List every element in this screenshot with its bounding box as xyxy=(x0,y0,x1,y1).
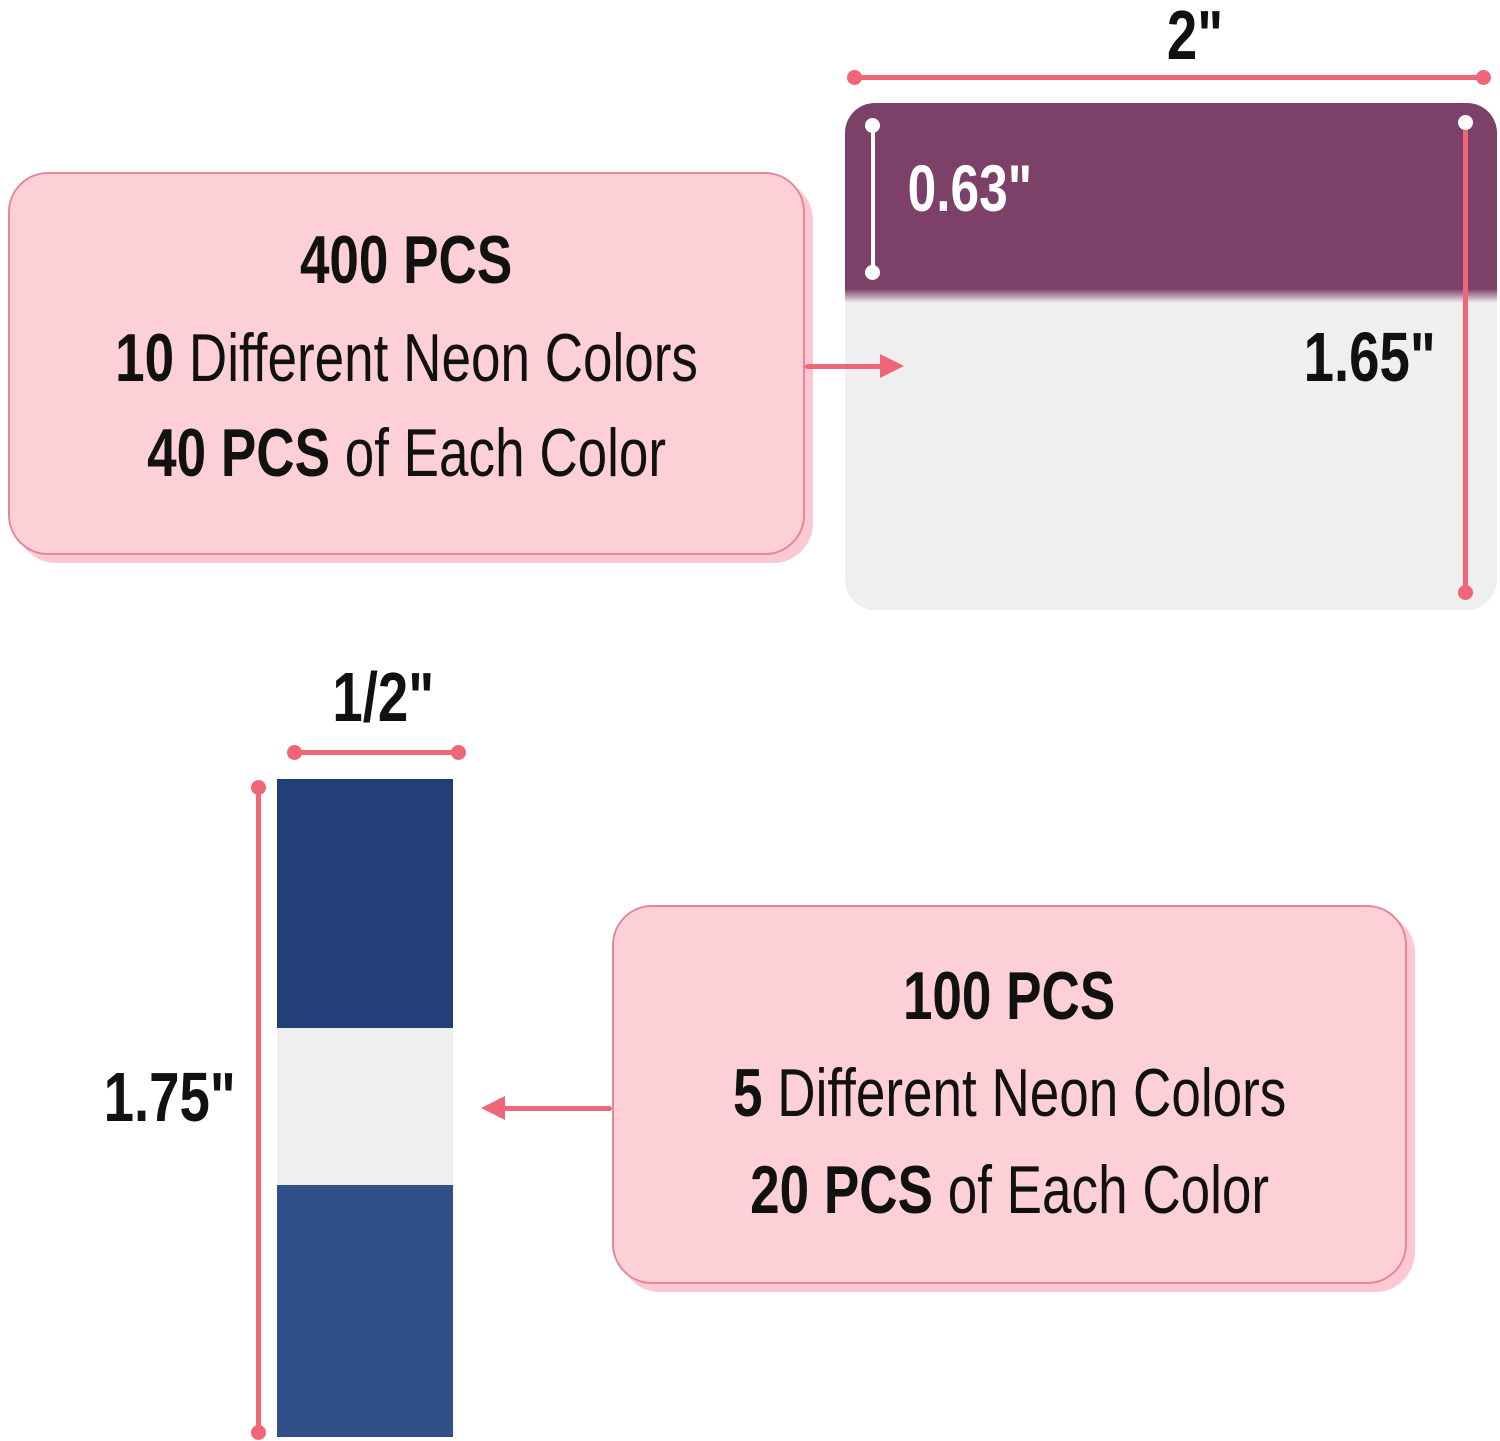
large-height-label: 1.65" xyxy=(1280,322,1460,392)
dimension-dot xyxy=(251,780,266,795)
info-line-colors: 5 Different Neon Colors xyxy=(614,1059,1405,1127)
small-width-text: 1/2" xyxy=(332,658,434,736)
arrow-right xyxy=(805,364,885,369)
info-line-total: 400 PCS xyxy=(10,226,803,294)
dimension-dot xyxy=(847,70,862,85)
small-height-label: 1.75" xyxy=(80,1062,260,1132)
small-tab-top-band xyxy=(277,779,453,1028)
dimension-dot xyxy=(865,118,880,133)
color-text: Different Neon Colors xyxy=(762,1055,1287,1131)
large-tab-image xyxy=(845,103,1497,610)
arrow-left-icon xyxy=(481,1096,505,1120)
color-count: 10 xyxy=(115,320,175,396)
total-count: 100 PCS xyxy=(903,958,1116,1034)
large-tab-color-band xyxy=(845,103,1497,293)
info-line-colors: 10 Different Neon Colors xyxy=(10,324,803,392)
small-tab-bottom-band xyxy=(277,1185,453,1437)
tab-height-text: 0.63" xyxy=(907,151,1033,225)
arrow-right-icon xyxy=(880,354,904,378)
tab-height-label: 0.63" xyxy=(880,155,1060,221)
dimension-dot xyxy=(451,745,466,760)
dimension-dot xyxy=(251,1425,266,1440)
small-height-line xyxy=(256,787,261,1432)
large-width-line xyxy=(855,75,1483,80)
large-tab-info-box: 400 PCS 10 Different Neon Colors 40 PCS … xyxy=(8,172,805,555)
info-line-per-color: 40 PCS of Each Color xyxy=(10,419,803,487)
small-height-text: 1.75" xyxy=(103,1058,237,1136)
dimension-dot xyxy=(1476,70,1491,85)
per-color-count: 20 PCS xyxy=(750,1152,933,1228)
dimension-dot xyxy=(287,745,302,760)
tab-height-line xyxy=(871,125,875,272)
arrow-left xyxy=(500,1106,612,1111)
large-width-text: 2" xyxy=(1166,0,1224,74)
large-width-label: 2" xyxy=(1095,0,1295,70)
small-width-label: 1/2" xyxy=(283,662,483,732)
large-height-line xyxy=(1463,122,1468,592)
small-tab-image xyxy=(277,779,453,1437)
per-color-count: 40 PCS xyxy=(147,415,330,491)
dimension-dot xyxy=(1458,115,1473,130)
small-tab-info-box: 100 PCS 5 Different Neon Colors 20 PCS o… xyxy=(612,905,1407,1284)
small-width-line xyxy=(294,750,458,755)
band-edge xyxy=(845,289,1497,303)
color-text: Different Neon Colors xyxy=(174,320,698,396)
color-count: 5 xyxy=(732,1055,763,1131)
per-color-text: of Each Color xyxy=(932,1152,1269,1228)
total-count: 400 PCS xyxy=(300,222,513,298)
large-height-text: 1.65" xyxy=(1303,318,1437,396)
dimension-dot xyxy=(1458,585,1473,600)
per-color-text: of Each Color xyxy=(329,415,666,491)
dimension-dot xyxy=(865,265,880,280)
info-line-total: 100 PCS xyxy=(614,962,1405,1030)
info-line-per-color: 20 PCS of Each Color xyxy=(614,1156,1405,1224)
